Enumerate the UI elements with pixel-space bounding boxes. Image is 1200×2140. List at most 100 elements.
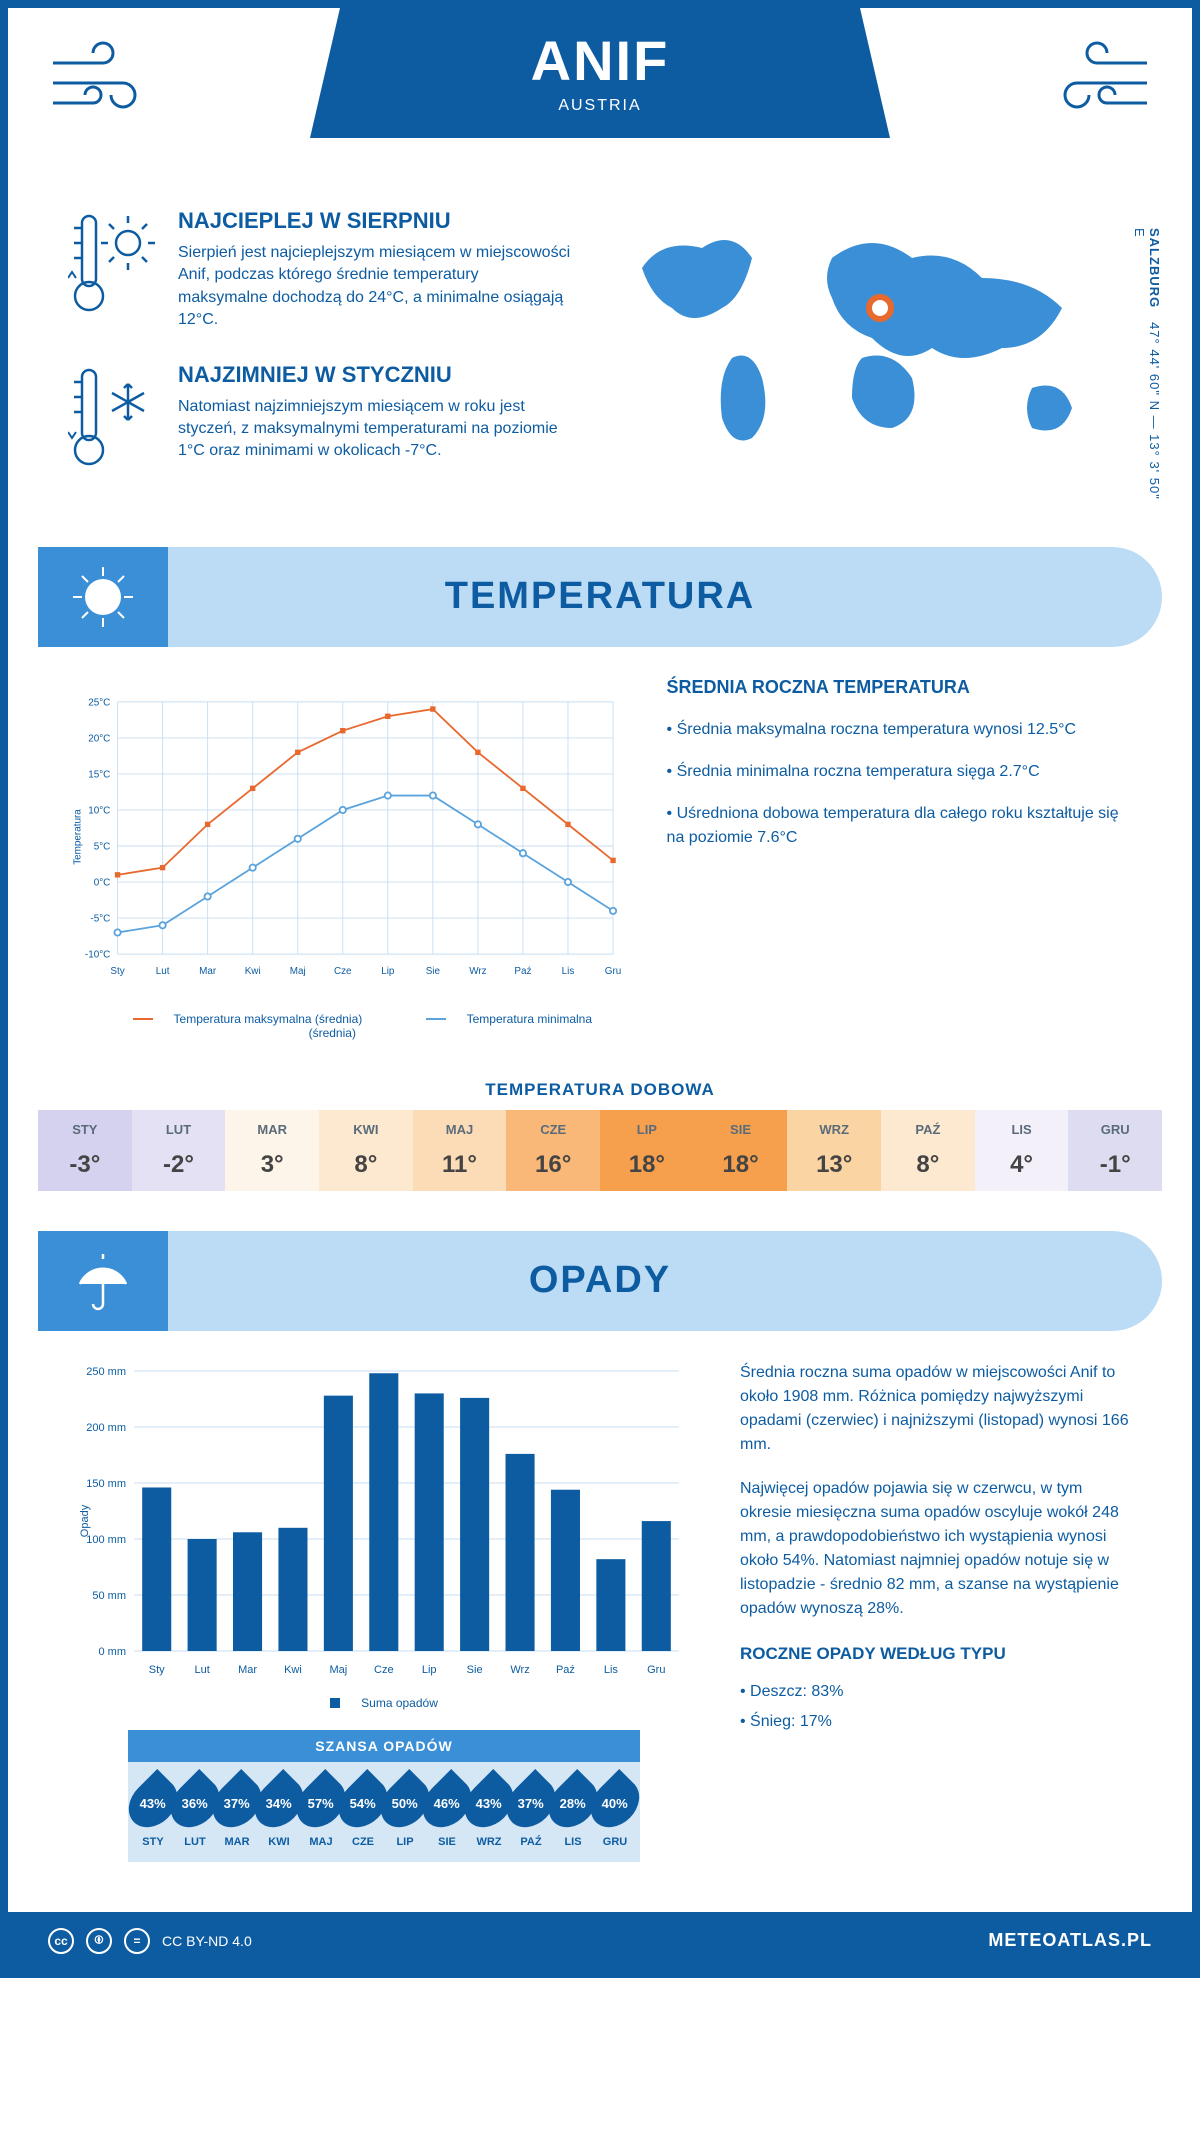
svg-text:Lip: Lip — [422, 1664, 437, 1676]
by-icon: 🅯 — [86, 1928, 112, 1954]
precipitation-banner: OPADY — [38, 1231, 1162, 1331]
license-text: CC BY-ND 4.0 — [162, 1933, 252, 1949]
coldest-text: Natomiast najzimniejszym miesiącem w rok… — [178, 396, 572, 463]
chance-cell: 57%MAJ — [300, 1776, 342, 1848]
svg-text:Sie: Sie — [467, 1664, 483, 1676]
page-footer: cc 🅯 = CC BY-ND 4.0 METEOATLAS.PL — [8, 1912, 1192, 1970]
chance-cell: 43%WRZ — [468, 1776, 510, 1848]
precipitation-chart: 0 mm50 mm100 mm150 mm200 mm250 mmOpadySt… — [68, 1361, 700, 1892]
daily-temp-cell: PAŹ8° — [881, 1110, 975, 1191]
thermometer-snow-icon — [68, 362, 158, 477]
svg-text:Lut: Lut — [194, 1664, 209, 1676]
daily-temp-cell: GRU-1° — [1068, 1110, 1162, 1191]
svg-text:150 mm: 150 mm — [86, 1478, 126, 1490]
nd-icon: = — [124, 1928, 150, 1954]
precipitation-legend: Suma opadów — [68, 1696, 700, 1710]
temp-info-title: ŚREDNIA ROCZNA TEMPERATURA — [667, 677, 1132, 698]
daily-temp-cell: KWI8° — [319, 1110, 413, 1191]
daily-temp-cell: STY-3° — [38, 1110, 132, 1191]
svg-text:Maj: Maj — [290, 965, 306, 976]
hottest-title: NAJCIEPLEJ W SIERPNIU — [178, 208, 572, 234]
daily-temp-cell: MAR3° — [225, 1110, 319, 1191]
svg-text:Lis: Lis — [562, 965, 575, 976]
svg-text:Cze: Cze — [374, 1664, 394, 1676]
temperature-legend: Temperatura maksymalna (średnia) Tempera… — [68, 1012, 627, 1040]
svg-text:20°C: 20°C — [88, 733, 110, 744]
umbrella-icon — [38, 1231, 168, 1331]
wind-icon — [48, 33, 158, 139]
coordinates: SALZBURG 47° 44' 60" N — 13° 3' 50" E — [1132, 228, 1162, 507]
svg-text:Paź: Paź — [514, 965, 531, 976]
chance-cell: 28%LIS — [552, 1776, 594, 1848]
svg-text:10°C: 10°C — [88, 805, 110, 816]
daily-temp-title: TEMPERATURA DOBOWA — [8, 1080, 1192, 1100]
svg-text:Sty: Sty — [110, 965, 124, 976]
svg-text:Mar: Mar — [238, 1664, 257, 1676]
svg-text:Temperatura: Temperatura — [73, 808, 84, 864]
svg-text:250 mm: 250 mm — [86, 1366, 126, 1378]
country-name: AUSTRIA — [340, 97, 860, 115]
svg-text:Gru: Gru — [605, 965, 622, 976]
chance-cell: 46%SIE — [426, 1776, 468, 1848]
precipitation-title: OPADY — [168, 1259, 1162, 1302]
svg-text:0°C: 0°C — [94, 877, 111, 888]
chance-cell: 50%LIP — [384, 1776, 426, 1848]
title-banner: ANIF AUSTRIA — [340, 8, 860, 138]
svg-text:Lut: Lut — [156, 965, 170, 976]
intro-section: NAJCIEPLEJ W SIERPNIU Sierpień jest najc… — [8, 188, 1192, 547]
chance-cell: 43%STY — [132, 1776, 174, 1848]
temperature-chart: -10°C -5°C 0°C 5°C 10°C 15°C 20°C 25°C Sty Lut Mar… — [68, 677, 627, 1040]
coldest-title: NAJZIMNIEJ W STYCZNIU — [178, 362, 572, 388]
hottest-text: Sierpień jest najcieplejszym miesiącem w… — [178, 242, 572, 332]
svg-text:100 mm: 100 mm — [86, 1534, 126, 1546]
coldest-fact: NAJZIMNIEJ W STYCZNIU Natomiast najzimni… — [68, 362, 572, 477]
precip-chance-box: SZANSA OPADÓW 43%STY36%LUT37%MAR34%KWI57… — [128, 1730, 640, 1862]
precipitation-info: Średnia roczna suma opadów w miejscowośc… — [740, 1361, 1132, 1892]
hottest-fact: NAJCIEPLEJ W SIERPNIU Sierpień jest najc… — [68, 208, 572, 332]
chance-cell: 37%MAR — [216, 1776, 258, 1848]
svg-text:Wrz: Wrz — [469, 965, 486, 976]
svg-text:15°C: 15°C — [88, 769, 110, 780]
sun-icon — [38, 547, 168, 647]
page-header: ANIF AUSTRIA — [8, 8, 1192, 188]
world-map — [612, 208, 1132, 468]
daily-temp-cell: LIS4° — [975, 1110, 1069, 1191]
svg-text:0 mm: 0 mm — [99, 1646, 127, 1658]
chance-cell: 34%KWI — [258, 1776, 300, 1848]
wind-icon — [1042, 33, 1152, 139]
chance-cell: 40%GRU — [594, 1776, 636, 1848]
daily-temp-cell: SIE18° — [694, 1110, 788, 1191]
svg-text:Mar: Mar — [199, 965, 217, 976]
daily-temp-cell: WRZ13° — [787, 1110, 881, 1191]
svg-text:Lip: Lip — [381, 965, 395, 976]
svg-text:5°C: 5°C — [94, 841, 111, 852]
city-name: ANIF — [340, 28, 860, 93]
chance-cell: 36%LUT — [174, 1776, 216, 1848]
svg-text:-10°C: -10°C — [85, 949, 110, 960]
svg-text:-5°C: -5°C — [90, 913, 110, 924]
cc-icon: cc — [48, 1928, 74, 1954]
chance-cell: 54%CZE — [342, 1776, 384, 1848]
temperature-title: TEMPERATURA — [168, 575, 1162, 618]
svg-text:50 mm: 50 mm — [92, 1590, 126, 1602]
svg-text:Gru: Gru — [647, 1664, 665, 1676]
daily-temp-cell: MAJ11° — [413, 1110, 507, 1191]
svg-text:Opady: Opady — [79, 1504, 91, 1537]
svg-text:Kwi: Kwi — [284, 1664, 302, 1676]
svg-text:Kwi: Kwi — [245, 965, 261, 976]
svg-text:Sty: Sty — [149, 1664, 165, 1676]
svg-text:25°C: 25°C — [88, 697, 110, 708]
svg-text:Cze: Cze — [334, 965, 352, 976]
daily-temp-cell: LUT-2° — [132, 1110, 226, 1191]
svg-text:Wrz: Wrz — [510, 1664, 529, 1676]
svg-text:Lis: Lis — [604, 1664, 619, 1676]
thermometer-sun-icon — [68, 208, 158, 332]
site-name: METEOATLAS.PL — [988, 1930, 1152, 1951]
chance-cell: 37%PAŹ — [510, 1776, 552, 1848]
daily-temp-strip: STY-3°LUT-2°MAR3°KWI8°MAJ11°CZE16°LIP18°… — [38, 1110, 1162, 1191]
temperature-banner: TEMPERATURA — [38, 547, 1162, 647]
svg-text:Sie: Sie — [426, 965, 441, 976]
temperature-info: ŚREDNIA ROCZNA TEMPERATURA • Średnia mak… — [667, 677, 1132, 1040]
svg-text:Maj: Maj — [330, 1664, 348, 1676]
svg-text:Paź: Paź — [556, 1664, 575, 1676]
